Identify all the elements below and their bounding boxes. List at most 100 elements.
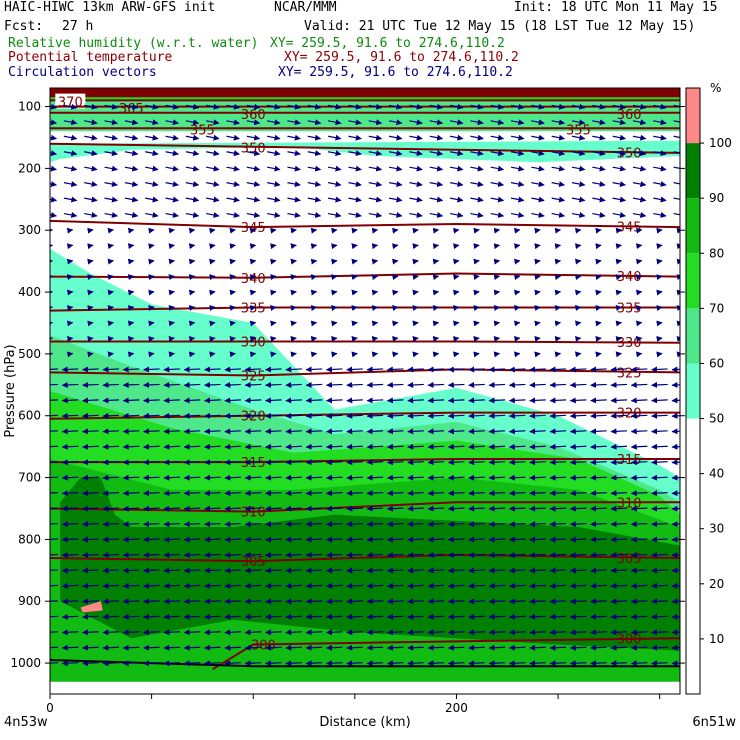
wind-vector [513, 305, 521, 311]
wind-vector [224, 443, 241, 450]
wind-vector [551, 119, 566, 126]
wind-vector [529, 613, 546, 620]
wind-vector [449, 181, 464, 188]
wind-vector [188, 289, 196, 296]
wind-vector [264, 412, 282, 419]
wind-vector [427, 397, 445, 404]
wind-vector [50, 289, 53, 296]
wind-vector [534, 335, 541, 342]
wind-vector [82, 521, 99, 528]
wind-vector [168, 335, 175, 342]
wind-vector [348, 165, 362, 172]
wind-vector [267, 119, 281, 126]
wind-vector [351, 335, 358, 342]
wind-vector [290, 289, 297, 296]
wind-vector [508, 567, 526, 574]
wind-vector [183, 536, 201, 543]
wind-vector [270, 351, 277, 358]
wind-vector [531, 165, 545, 172]
wind-vector [508, 412, 526, 419]
field-rh-xy: XY= 259.5, 91.6 to 274.6,110.2 [270, 36, 505, 51]
wind-vector [102, 459, 119, 466]
wind-vector [124, 103, 139, 110]
wind-vector [50, 243, 53, 250]
wind-vector [468, 397, 485, 404]
wind-vector [656, 305, 663, 311]
wind-vector [409, 196, 423, 203]
wind-vector [676, 335, 680, 342]
wind-vector [529, 660, 546, 667]
wind-vector [653, 196, 667, 203]
wind-vector [127, 335, 135, 342]
wind-vector [453, 258, 460, 265]
wind-vector [610, 582, 628, 589]
wind-vector [61, 505, 79, 512]
wind-vector [127, 320, 135, 327]
wind-vector [82, 582, 99, 589]
wind-vector [82, 505, 99, 512]
colorbar-band [686, 253, 700, 309]
wind-vector [671, 567, 680, 574]
wind-vector [310, 227, 318, 234]
wind-vector [84, 212, 98, 218]
y-tick-label-500: 500 [18, 347, 41, 361]
theta-contour-325 [50, 368, 680, 377]
wind-vector [386, 428, 404, 435]
colorbar-band [686, 473, 700, 529]
wind-vector [165, 181, 179, 188]
wind-vector [168, 289, 175, 296]
wind-vector [366, 582, 384, 589]
theta-label-310: 310 [241, 506, 266, 521]
wind-vector [209, 227, 216, 234]
wind-vector [490, 165, 505, 172]
wind-vector [143, 644, 160, 651]
theta-label-345: 345 [241, 221, 266, 236]
wind-vector [168, 258, 175, 265]
colorbar-band [686, 363, 700, 419]
wind-vector [488, 459, 506, 466]
wind-vector [615, 227, 623, 234]
wind-vector [612, 103, 627, 110]
wind-vector [165, 134, 179, 141]
wind-vector [346, 490, 363, 497]
wind-vector [569, 660, 587, 667]
wind-vector [50, 150, 57, 157]
wind-vector [488, 521, 506, 528]
wind-vector [386, 567, 404, 574]
wind-vector [392, 274, 399, 281]
wind-vector [270, 335, 277, 342]
wind-vector [305, 644, 323, 651]
wind-vector [244, 505, 262, 512]
wind-vector [224, 459, 241, 466]
wind-vector [449, 212, 464, 218]
wind-vector [107, 305, 114, 311]
wind-vector [590, 490, 607, 497]
wind-vector [366, 613, 384, 620]
wind-vector [671, 428, 680, 435]
wind-vector [427, 536, 445, 543]
wind-vector [432, 335, 440, 342]
wind-vector [569, 629, 587, 636]
wind-vector [468, 505, 485, 512]
wind-vector [595, 243, 602, 250]
wind-vector [325, 582, 343, 589]
wind-vector [305, 474, 323, 481]
wind-vector [267, 181, 281, 188]
wind-vector [590, 366, 607, 373]
wind-vector [185, 134, 200, 141]
wind-vector [346, 613, 363, 620]
wind-vector [371, 335, 379, 342]
wind-vector [61, 428, 79, 435]
wind-vector [325, 443, 343, 450]
wind-vector [447, 660, 465, 667]
wind-vector [203, 490, 221, 497]
wind-vector [470, 119, 484, 126]
wind-vector [490, 196, 505, 203]
wind-vector [331, 243, 338, 250]
wind-vector [610, 660, 628, 667]
wind-vector [510, 165, 525, 172]
wind-vector [656, 243, 663, 250]
wind-vector [630, 598, 648, 605]
wind-vector [630, 521, 648, 528]
wind-vector [508, 381, 526, 388]
